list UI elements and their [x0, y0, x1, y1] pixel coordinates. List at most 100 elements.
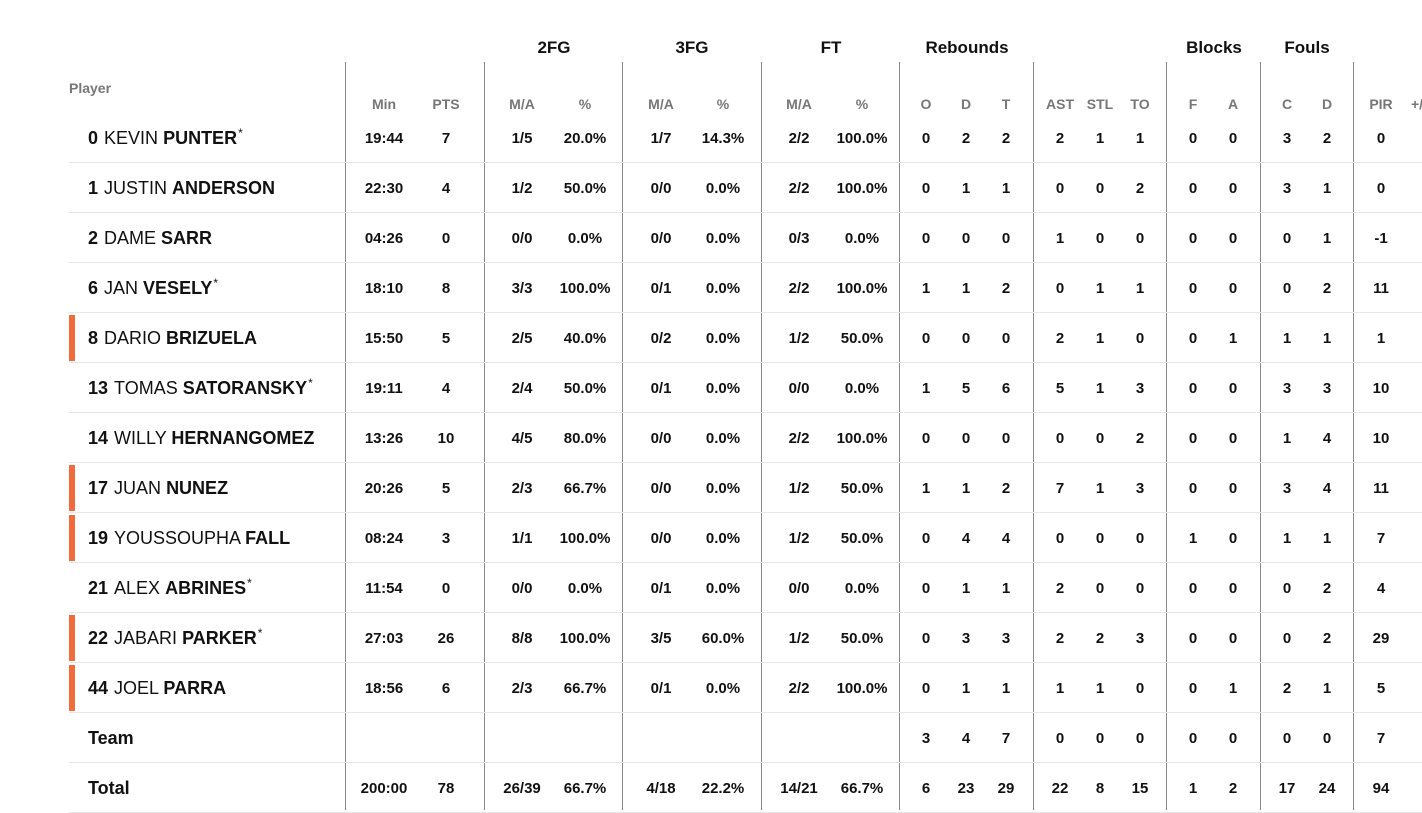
stat-3fg-pct: 0.0%	[705, 530, 741, 547]
stat-to: 3	[1135, 630, 1145, 647]
table-row[interactable]: 6 JAN VESELY* 18:10 8 3/3 100.0% 0/1 0.0% 2/2 100…	[69, 263, 1422, 313]
stat-stl: 0	[1095, 180, 1105, 197]
player-name[interactable]: 19 YOUSSOUPHA FALL	[88, 528, 291, 549]
player-name[interactable]: 0 KEVIN PUNTER*	[88, 126, 243, 149]
stat-reb-off: 0	[921, 230, 931, 247]
stat-min: 27:03	[364, 630, 404, 647]
player-name[interactable]: 2 DAME SARR	[88, 228, 213, 249]
stat-reb-def: 1	[961, 280, 971, 297]
stat-pir: 0	[1376, 180, 1386, 197]
column-header-reb-off[interactable]: O	[920, 96, 932, 112]
stat-to: 0	[1135, 330, 1145, 347]
player-name[interactable]: 14 WILLY HERNANGOMEZ	[88, 428, 315, 449]
table-row[interactable]: 21 ALEX ABRINES* 11:54 0 0/0 0.0% 0/1 0.0% 0/0 0.…	[69, 563, 1422, 613]
stat-2fg-pct: 100.0%	[559, 280, 611, 297]
stat-ft-pct: 100.0%	[836, 680, 888, 697]
column-header-ft-made-att[interactable]: M/A	[786, 96, 812, 112]
total-label: Total	[88, 778, 130, 798]
player-name[interactable]: 21 ALEX ABRINES*	[88, 576, 252, 599]
player-name[interactable]: 44 JOEL PARRA	[88, 678, 227, 699]
player-number: 21	[88, 578, 109, 598]
stat-2fg-made-att: 2/4	[511, 380, 533, 397]
stat-pts: 26	[437, 630, 455, 647]
stat-stl: 0	[1095, 730, 1105, 747]
stat-stl: 1	[1095, 330, 1105, 347]
column-header-min[interactable]: Min	[371, 96, 397, 112]
column-divider	[899, 62, 900, 810]
column-header-blk-against[interactable]: A	[1227, 96, 1239, 112]
stat-to: 15	[1131, 780, 1149, 797]
stat-fouls-drawn: 2	[1322, 280, 1332, 297]
stat-min: 200:00	[360, 780, 408, 797]
column-header-2fg-made-att[interactable]: M/A	[509, 96, 535, 112]
stat-to: 1	[1135, 130, 1145, 147]
stat-blk-for: 0	[1188, 330, 1198, 347]
player-first-name: ALEX	[114, 578, 161, 598]
stat-pts: 3	[441, 530, 451, 547]
stat-fouls-committed: 3	[1282, 180, 1292, 197]
table-row[interactable]: 0 KEVIN PUNTER* 19:44 7 1/5 20.0% 1/7 14.3% 2/2 1…	[69, 113, 1422, 163]
player-first-name: JAN	[104, 278, 139, 298]
table-row[interactable]: 17 JUAN NUNEZ 20:26 5 2/3 66.7% 0/0 0.0% 1/2 50.0…	[69, 463, 1422, 513]
player-name[interactable]: 8 DARIO BRIZUELA	[88, 328, 258, 349]
player-number: 0	[88, 128, 99, 148]
stat-ft-made-att: 2/2	[788, 430, 810, 447]
player-name[interactable]: 1 JUSTIN ANDERSON	[88, 178, 276, 199]
table-row[interactable]: 13 TOMAS SATORANSKY* 19:11 4 2/4 50.0% 0/1 0.0%…	[69, 363, 1422, 413]
column-header-reb-def[interactable]: D	[960, 96, 972, 112]
player-name[interactable]: 6 JAN VESELY*	[88, 276, 218, 299]
stat-pts: 10	[437, 430, 455, 447]
stat-reb-def: 4	[961, 530, 971, 547]
stat-to: 0	[1135, 530, 1145, 547]
stat-fouls-drawn: 2	[1322, 630, 1332, 647]
stat-2fg-made-att: 2/3	[511, 680, 533, 697]
player-column-header[interactable]: Player	[69, 80, 112, 96]
table-row[interactable]: 22 JABARI PARKER* 27:03 26 8/8 100.0% 3/5 60.0%…	[69, 613, 1422, 663]
stat-ast: 2	[1055, 130, 1065, 147]
stat-2fg-pct: 100.0%	[559, 630, 611, 647]
stat-ft-pct: 100.0%	[836, 280, 888, 297]
player-name[interactable]: 22 JABARI PARKER*	[88, 626, 262, 649]
column-header-fouls-committed[interactable]: C	[1281, 96, 1293, 112]
stat-reb-off: 0	[921, 630, 931, 647]
column-header-reb-total[interactable]: T	[1001, 96, 1011, 112]
column-header-2fg-pct[interactable]: %	[578, 96, 592, 112]
stat-ft-pct: 100.0%	[836, 180, 888, 197]
stat-ft-made-att: 14/21	[780, 780, 818, 797]
stat-stl: 0	[1095, 580, 1105, 597]
player-first-name: JUSTIN	[104, 178, 168, 198]
column-header-3fg-pct[interactable]: %	[716, 96, 730, 112]
player-name[interactable]: 13 TOMAS SATORANSKY*	[88, 376, 313, 399]
player-number: 17	[88, 478, 109, 498]
column-header-pir[interactable]: PIR	[1369, 96, 1393, 112]
stat-ast: 1	[1055, 680, 1065, 697]
table-row[interactable]: 2 DAME SARR 04:26 0 0/0 0.0% 0/0 0.0% 0/3 0.0% 0 0 0…	[69, 213, 1422, 263]
column-header-stl[interactable]: STL	[1086, 96, 1114, 112]
boxscore-table: 0 KEVIN PUNTER* 19:44 7 1/5 20.0% 1/7 14.3% 2/2 1…	[69, 113, 1422, 813]
stat-fouls-committed: 17	[1278, 780, 1296, 797]
stat-min: 15:50	[364, 330, 404, 347]
column-header-pts[interactable]: PTS	[432, 96, 460, 112]
table-row[interactable]: 19 YOUSSOUPHA FALL 08:24 3 1/1 100.0% 0/0 0.0% 1…	[69, 513, 1422, 563]
stat-to: 0	[1135, 680, 1145, 697]
table-row[interactable]: 44 JOEL PARRA 18:56 6 2/3 66.7% 0/1 0.0% 2/2 100.…	[69, 663, 1422, 713]
group-header-3fg: 3FG	[675, 38, 709, 57]
stat-2fg-pct: 100.0%	[559, 530, 611, 547]
column-header-3fg-made-att[interactable]: M/A	[648, 96, 674, 112]
column-header-plus-minus[interactable]: +/	[1410, 96, 1422, 112]
table-row[interactable]: 8 DARIO BRIZUELA 15:50 5 2/5 40.0% 0/2 0.0% 1/2 5…	[69, 313, 1422, 363]
table-row[interactable]: 1 JUSTIN ANDERSON 22:30 4 1/2 50.0% 0/0 0.0% 2/2…	[69, 163, 1422, 213]
column-header-blk-for[interactable]: F	[1188, 96, 1198, 112]
column-header-ft-pct[interactable]: %	[855, 96, 869, 112]
table-row[interactable]: 14 WILLY HERNANGOMEZ 13:26 10 4/5 80.0% 0/0 0.0…	[69, 413, 1422, 463]
column-header-to[interactable]: TO	[1130, 96, 1150, 112]
player-last-name: BRIZUELA	[166, 328, 258, 348]
stat-3fg-made-att: 3/5	[650, 630, 672, 647]
column-header-fouls-drawn[interactable]: D	[1321, 96, 1333, 112]
player-name[interactable]: 17 JUAN NUNEZ	[88, 478, 229, 499]
stat-ft-pct: 66.7%	[840, 780, 884, 797]
stat-reb-total: 29	[997, 780, 1015, 797]
stat-3fg-pct: 0.0%	[705, 230, 741, 247]
column-header-ast[interactable]: AST	[1046, 96, 1074, 112]
stat-reb-off: 1	[921, 280, 931, 297]
